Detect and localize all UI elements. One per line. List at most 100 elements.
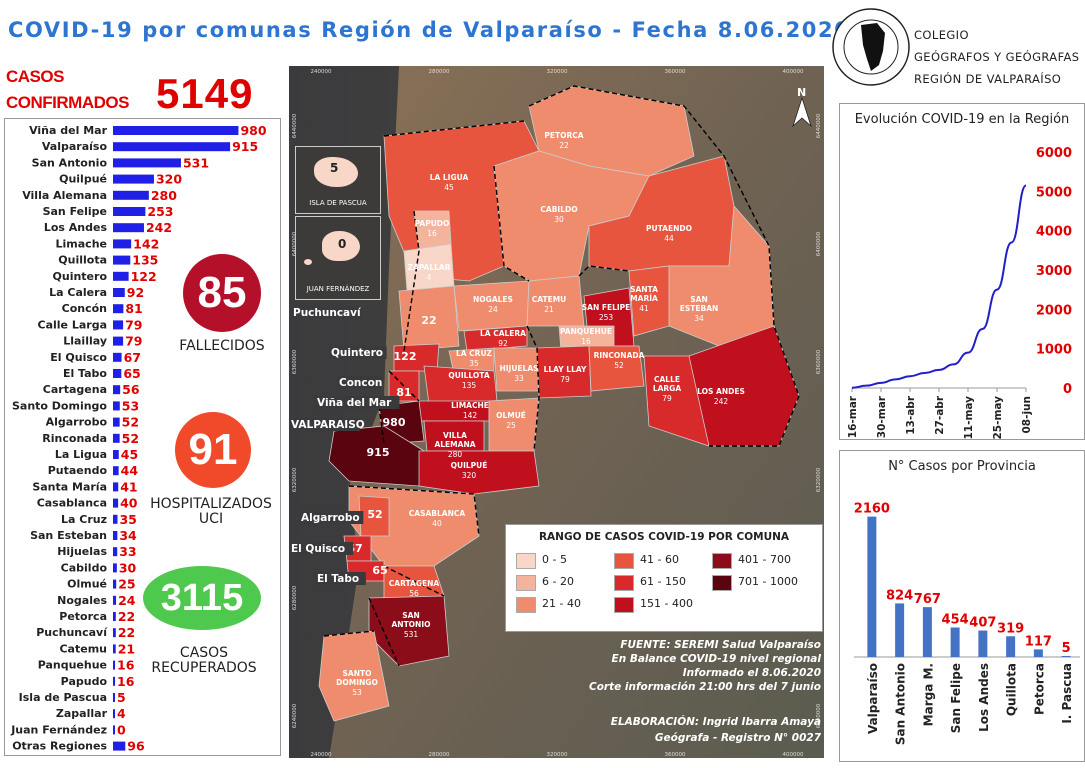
legend-label-151-400: 151 - 400 — [640, 597, 693, 610]
municipality-label-hijuelas: Hijuelas — [57, 545, 107, 558]
map-top-tick-4: 400000 — [783, 69, 804, 75]
region-santa-maria — [628, 265, 670, 337]
municipality-label-panquehue: Panquehue — [38, 659, 107, 672]
municipality-label-san-antonio: San Antonio — [32, 156, 108, 169]
municipality-value-la-ligua: 45 — [121, 447, 138, 462]
map-value-panquehue: 16 — [581, 337, 591, 346]
municipality-bar-nogales — [113, 595, 117, 605]
municipality-label-juan-fernandez: Juan Fernández — [10, 723, 107, 736]
map-value-limache: 142 — [463, 411, 478, 420]
municipality-value-concon: 81 — [125, 301, 142, 316]
municipality-bar-san-felipe — [113, 207, 146, 216]
province-label-marga-m: Marga M. — [921, 663, 935, 726]
map-value-unnamed-31: 980 — [383, 416, 406, 429]
hospitalized-label-line2: UCI — [198, 511, 224, 527]
municipality-label-quilpue: Quilpué — [59, 173, 107, 186]
municipality-label-villa-alemana: Villa Alemana — [22, 189, 107, 202]
map-value-unnamed-29: 122 — [394, 350, 417, 363]
municipality-bar-calle-larga — [113, 320, 124, 330]
municipality-bar-san-antonio — [113, 158, 181, 168]
municipality-bar-cartagena — [113, 385, 121, 395]
map-label-llay-llay: LLAY LLAY — [544, 365, 587, 374]
municipality-bar-rinconada — [113, 433, 120, 443]
province-bar-san-felipe — [950, 627, 960, 657]
municipality-bar-la-calera — [113, 288, 125, 297]
province-chart-title: N° Casos por Provincia — [888, 459, 1036, 474]
map-label-nogales: NOGALES — [473, 295, 513, 304]
map-label-san-antonio: SAN — [402, 611, 419, 620]
legend-swatch-41-60 — [614, 553, 634, 569]
coast-label-el-tabo: El Tabo — [317, 573, 359, 585]
map-label-santo-domingo: SANTO — [343, 669, 372, 678]
source-line-1: FUENTE: SEREMI Salud Valparaíso — [620, 639, 821, 651]
municipality-bar-limache — [113, 239, 132, 249]
map-left-tick-2: 6360000 — [292, 349, 298, 374]
province-value-san-antonio: 824 — [886, 588, 913, 603]
map-value-quilpue: 320 — [462, 471, 477, 480]
legend-swatch-701-1000 — [712, 575, 732, 591]
municipality-label-la-ligua: La Ligua — [55, 448, 107, 461]
inset-juan-fernandez-shape — [322, 231, 360, 261]
municipality-label-calle-larga: Calle Larga — [38, 318, 107, 331]
municipality-label-cabildo: Cabildo — [61, 561, 108, 574]
coast-label-bg-el-quisco — [289, 542, 354, 555]
map-value-san-antonio: 531 — [404, 630, 419, 639]
municipality-label-santo-domingo: Santo Domingo — [12, 399, 107, 412]
evolution-chart-panel: Evolución COVID-19 en la Región 0 1000 200… — [839, 103, 1085, 440]
province-label-los-andes: Los Andes — [977, 663, 991, 732]
municipality-bar-algarrobo — [113, 417, 120, 427]
map-value-unnamed-28: 22 — [421, 314, 436, 327]
map-bottom-tick-3: 360000 — [665, 752, 686, 758]
municipality-value-putaendo: 44 — [121, 463, 139, 478]
province-bar-los-andes — [978, 630, 988, 657]
province-boundaries — [323, 85, 800, 667]
region-puchuncavi — [398, 285, 460, 352]
map-bottom-tick-1: 280000 — [429, 752, 450, 758]
legend-label-21-40: 21 - 40 — [542, 597, 581, 610]
line-x-tick-08-jun: 08-jun — [1021, 396, 1033, 434]
map-label-san-esteban: SAN — [690, 295, 707, 304]
line-y-tick-2000: 2000 — [1036, 303, 1072, 318]
map-label-hijuelas: HIJUELAS — [499, 364, 538, 373]
map-right-tick-1: 6400000 — [816, 231, 822, 256]
coast-label-bg-concon — [337, 376, 382, 389]
municipality-value-limache: 142 — [133, 236, 159, 251]
coast-label-valparaiso: VALPARAISO — [291, 419, 365, 431]
municipality-value-calle-larga: 79 — [125, 317, 142, 332]
municipality-label-cartagena: Cartagena — [43, 383, 107, 396]
legend-label-0-5: 0 - 5 — [542, 553, 567, 566]
province-value-valparaiso: 2160 — [854, 502, 890, 517]
municipality-value-juan-fernandez: 0 — [117, 722, 126, 737]
map-label-villa-alemana: VILLA — [443, 431, 467, 440]
recovered-label-line2: RECUPERADOS — [151, 660, 257, 676]
map-label-la-calera: LA CALERA — [480, 329, 526, 338]
province-label-i-pascua: I. Pascua — [1060, 663, 1074, 724]
map-value-la-calera: 92 — [498, 339, 508, 348]
municipality-value-hijuelas: 33 — [119, 544, 136, 559]
coast-label-bg-el-tabo — [315, 572, 366, 585]
municipality-value-papudo: 16 — [117, 674, 135, 689]
recovered-circle: 3115 — [143, 566, 261, 630]
province-bar-marga-m — [922, 607, 932, 657]
province-bar-petorca — [1033, 649, 1043, 657]
college-name-line1: COLEGIO — [914, 28, 969, 42]
coast-label-bg-puchuncavi — [291, 306, 362, 319]
municipality-bar-casablanca — [113, 498, 119, 508]
municipality-value-algarrobo: 52 — [122, 415, 139, 430]
municipality-label-catemu: Catemu — [59, 642, 107, 655]
province-bar-san-antonio — [895, 603, 905, 657]
map-right-tick-2: 6360000 — [816, 349, 822, 374]
map-top-tick-2: 320000 — [547, 69, 568, 75]
municipality-label-algarrobo: Algarrobo — [46, 416, 108, 429]
map-legend: RANGO DE CASOS COVID-19 POR COMUNA 0 - 5… — [505, 524, 823, 632]
map-value-san-esteban: 34 — [694, 314, 704, 323]
municipality-value-casablanca: 40 — [120, 496, 138, 511]
recovered-count: 3115 — [160, 576, 244, 619]
municipality-label-san-esteban: San Esteban — [30, 529, 107, 542]
hospitalized-label: HOSPITALIZADOS UCI — [148, 497, 274, 527]
inset-juan-fernandez-islet — [304, 259, 312, 265]
source-block: FUENTE: SEREMI Salud Valparaíso En Balan… — [539, 638, 821, 694]
credit-line-2: Geógrafa - Registro N° 0027 — [654, 732, 821, 744]
legend-swatch-61-150 — [614, 575, 634, 591]
municipality-value-santa-maria: 41 — [120, 479, 137, 494]
